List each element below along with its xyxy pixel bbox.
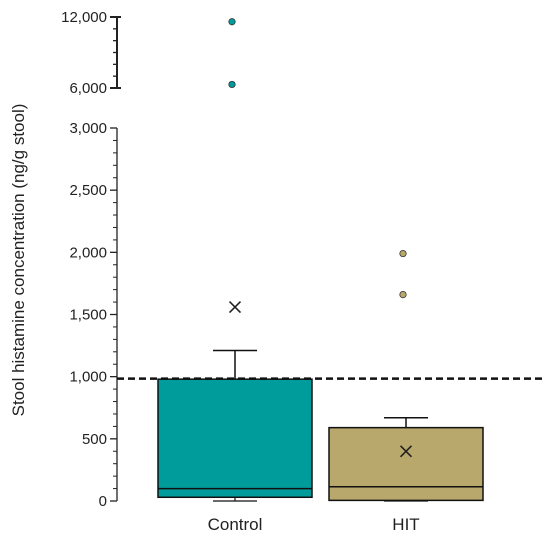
mean-marker-hit xyxy=(399,445,413,458)
box-control xyxy=(157,378,313,499)
y-tick-label: 2,000 xyxy=(69,244,107,261)
outlier-point xyxy=(228,80,236,89)
outlier-point xyxy=(399,249,407,258)
y-tick-label: 0 xyxy=(99,493,107,510)
mean-marker-control xyxy=(228,300,242,314)
y-tick-label: 6,000 xyxy=(69,80,107,97)
y-tick-label: 1,000 xyxy=(69,369,107,386)
outlier-point xyxy=(228,18,236,26)
box-hit xyxy=(328,426,484,502)
y-tick-label: 3,000 xyxy=(69,120,107,137)
outlier-point xyxy=(399,291,407,299)
x-category-label: HIT xyxy=(392,515,419,534)
y-tick-label: 1,500 xyxy=(69,307,107,324)
y-axis-title: Stool histamine concentration (ng/g stoo… xyxy=(9,104,28,417)
x-category-label: Control xyxy=(208,515,263,534)
y-tick-label: 12,000 xyxy=(61,9,107,26)
y-tick-label: 500 xyxy=(82,431,107,448)
y-tick-label: 2,500 xyxy=(69,182,107,199)
